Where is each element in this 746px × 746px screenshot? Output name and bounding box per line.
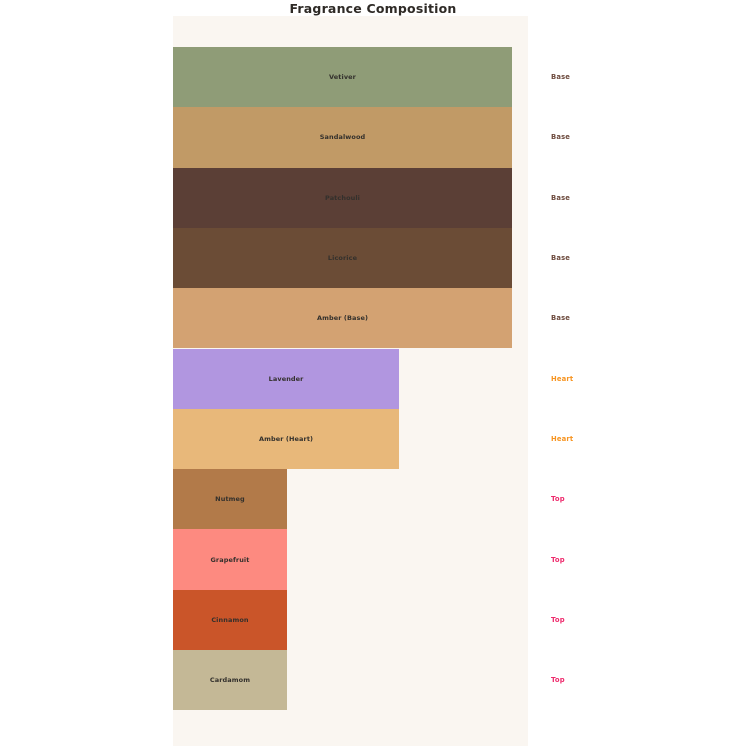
bar-label: Cardamom xyxy=(209,676,251,685)
tier-label-heart: Heart xyxy=(551,374,574,383)
bar-label: Patchouli xyxy=(325,193,361,202)
bar-rect[interactable] xyxy=(173,227,513,289)
bar-row: Licorice xyxy=(173,227,528,289)
bar-rect[interactable] xyxy=(173,288,513,349)
bar-row: Amber (Base) xyxy=(173,288,528,349)
tier-label-base: Base xyxy=(551,73,571,82)
bar-row: Sandalwood xyxy=(173,107,528,168)
bar-label: Sandalwood xyxy=(319,133,366,142)
tier-label-base: Base xyxy=(551,314,571,323)
bar-row: Cardamom xyxy=(173,650,528,711)
tier-label-base: Base xyxy=(551,193,571,202)
bar-row: Grapefruit xyxy=(173,529,528,590)
tier-label-top: Top xyxy=(551,495,565,504)
bar-label: Amber (Base) xyxy=(316,314,369,323)
bar-label: Cinnamon xyxy=(211,615,249,624)
bar-row: Lavender xyxy=(173,348,528,409)
bar-label: Licorice xyxy=(327,254,358,263)
bar-label: Lavender xyxy=(268,374,304,383)
chart-title: Fragrance Composition xyxy=(289,1,457,16)
bar-rect[interactable] xyxy=(173,107,513,168)
bar-row: Amber (Heart) xyxy=(173,408,528,470)
tier-label-base: Base xyxy=(551,133,571,142)
bar-label: Nutmeg xyxy=(215,495,245,504)
bar-row: Nutmeg xyxy=(173,469,528,530)
tier-label-top: Top xyxy=(551,676,565,685)
tier-label-top: Top xyxy=(551,615,565,624)
bar-row: Cinnamon xyxy=(173,589,528,650)
tier-label-top: Top xyxy=(551,555,565,564)
tier-label-heart: Heart xyxy=(551,434,574,443)
bar-rect[interactable] xyxy=(173,589,287,650)
bar-rect[interactable] xyxy=(173,469,287,530)
bar-row: Vetiver xyxy=(173,47,528,108)
bar-rect[interactable] xyxy=(173,348,400,409)
bar-rect[interactable] xyxy=(173,650,287,711)
bar-rect[interactable] xyxy=(173,408,400,470)
bar-label: Grapefruit xyxy=(210,555,250,564)
tier-label-base: Base xyxy=(551,254,571,263)
bar-rect[interactable] xyxy=(173,167,513,228)
bar-label: Vetiver xyxy=(329,73,356,82)
bar-label: Amber (Heart) xyxy=(259,434,314,443)
bar-row: Patchouli xyxy=(173,167,528,228)
bar-rect[interactable] xyxy=(173,47,513,108)
bar-rect[interactable] xyxy=(173,529,287,590)
